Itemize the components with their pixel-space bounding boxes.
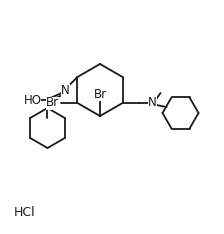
Text: N: N xyxy=(148,96,157,110)
Text: HO: HO xyxy=(24,94,41,106)
Text: N: N xyxy=(61,84,70,96)
Text: Br: Br xyxy=(46,96,59,110)
Text: Br: Br xyxy=(93,88,107,100)
Text: HCl: HCl xyxy=(14,206,36,219)
